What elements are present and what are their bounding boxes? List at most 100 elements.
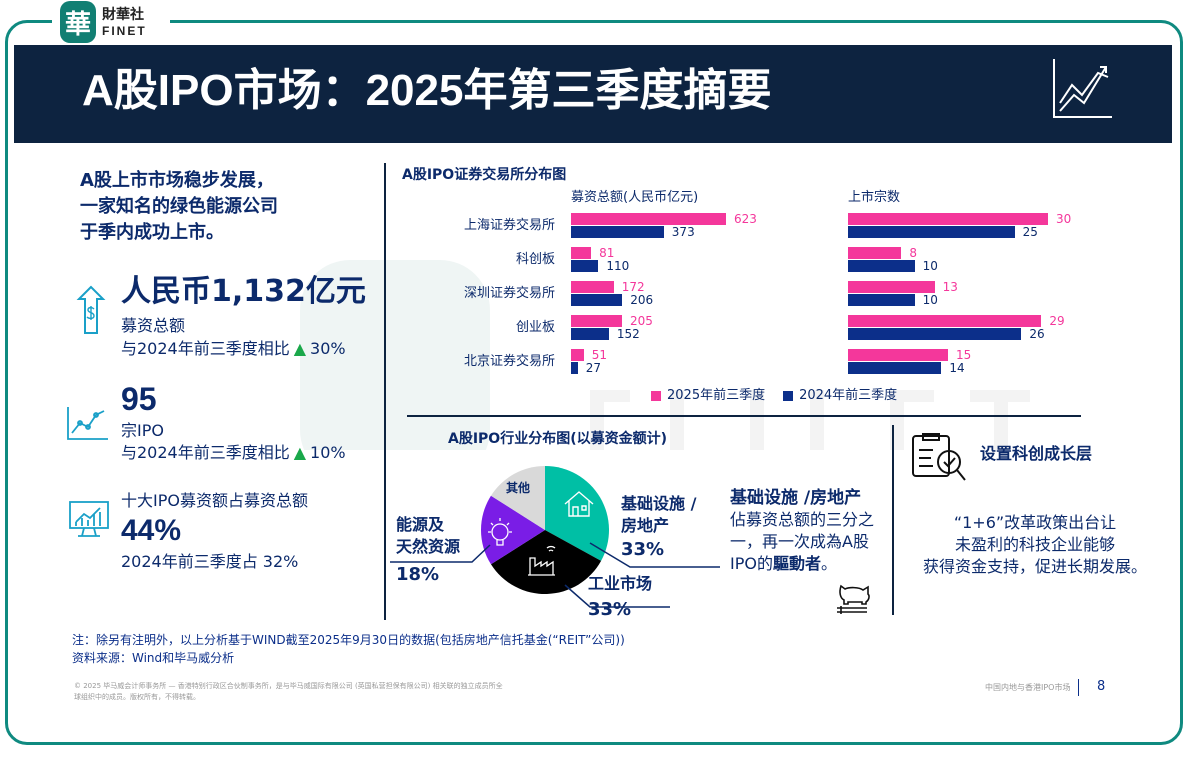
pie-slice [481,495,545,565]
bar-value-label: 172 [621,280,645,294]
logo-name: 財華社 [102,6,144,23]
bar-value-label: 110 [606,259,630,273]
up-triangle-icon: ▲ [293,339,307,358]
page-title: A股IPO市场：2025年第三季度摘要 [82,66,772,115]
label-line: 天然资源 [396,537,461,556]
reform-text: “1+6”改革政策出台让 未盈利的科技企业能够 获得资金支持，促进长期发展。 [905,512,1165,578]
slide-frame [5,20,1183,745]
note-text: IPO的 [730,554,773,573]
page-number: 8 [1097,679,1106,694]
stat-ipo-count: 95 [121,381,157,417]
stat-top10-value: 44% [121,514,182,547]
bar-value-label: 10 [922,293,938,307]
stat-raised-label: 募资总额 [121,316,186,335]
money-up-icon [76,285,106,334]
bar-value-label: 8 [909,246,917,260]
legal-line: © 2025 毕马威会计师事务所 — 香港特别行政区合伙制事务所，是与毕马威国际… [74,682,503,690]
bar [571,294,623,306]
category-label: 深圳证券交易所 [463,286,555,301]
bar [848,315,1042,327]
bar-value-label: 10 [922,259,938,273]
stat-top10-compare: 2024年前三季度占 32% [121,552,299,571]
compare-text: 与2024年前三季度相比 [121,443,290,462]
source: 资料来源：Wind和毕马威分析 [72,651,235,665]
label-line: 房地产 [621,516,670,535]
logo-seal: 華 [60,1,96,43]
bar-chart-title: A股IPO证券交易所分布图 [402,167,567,183]
pie-chart-title: A股IPO行业分布图(以募资金额计) [448,431,668,447]
bar-value-label: 27 [585,361,601,375]
pie-slice [545,466,609,561]
pie-chart [390,466,720,608]
category-label: 上海证券交易所 [463,218,555,233]
section-name: 中国内地与香港IPO市场 [985,683,1071,692]
divider [892,425,894,615]
bar [571,328,609,340]
bar-value-label: 14 [949,361,965,375]
change-value: 30% [310,339,346,358]
panel-subtitle-count: 上市宗数 [848,190,901,205]
bar-value-label: 26 [1029,327,1045,341]
reform-line: “1+6”改革政策出台让 [953,513,1117,532]
reform-title: 设置科创成长层 [980,444,1093,463]
panel-subtitle-amount: 募资总额(人民币亿元) [571,190,699,205]
note-end: 。 [820,554,837,573]
bar [571,226,664,238]
headline-line: 一家知名的绿色能源公司 [80,196,278,217]
bar [848,260,915,272]
stat-raised-value: 人民币1,132亿元 [121,274,366,309]
bar [848,349,948,361]
stat-ipo-label: 宗IPO [121,421,164,440]
bar [571,349,584,361]
bar [571,213,726,225]
note-line: IPO的驅動者。 [730,553,874,575]
bar [571,362,578,374]
legend-swatch-2024 [783,391,794,401]
note-title: 基础设施 /房地产 [730,488,862,508]
lightbulb-icon [488,518,512,546]
bar [848,328,1022,340]
footnote: 注：除另有注明外，以上分析基于WIND截至2025年9月30日的数据(包括房地产… [72,633,625,647]
legend: 2025年前三季度 2024年前三季度 [651,388,897,404]
stat-top10-label: 十大IPO募资额占募资总额 [121,491,308,510]
header-banner: A股IPO市场：2025年第三季度摘要 [14,45,1172,143]
bar-value-label: 81 [599,246,615,260]
reform-line: 获得资金支持，促进长期发展。 [922,557,1147,576]
label-line: 能源及 [396,515,445,534]
divider [407,415,1081,417]
bar [571,247,592,259]
bar [848,362,942,374]
pie-slice [490,466,545,530]
logo-en: FINET [102,23,147,38]
bar-value-label: 51 [591,348,607,362]
monitor-chart-icon [69,501,109,537]
pct: 33% [621,539,665,560]
divider [1078,679,1079,696]
trend-chart-icon [1053,59,1112,118]
pie-label-other: 其他 [506,481,531,495]
watermark [300,260,1030,450]
bar [848,247,902,259]
house-icon [564,491,594,517]
checklist-icon [912,433,966,481]
bar [848,281,935,293]
headline-line: A股上市市场稳步发展， [80,170,274,191]
legend-swatch-2025 [651,391,661,401]
stat-raised-compare: 与2024年前三季度相比 ▲ 30% [121,339,346,359]
bar-value-label: 30 [1056,212,1072,226]
pie-label-industrial: 工业市场 33% [588,573,652,621]
note-bold: 驅動者 [772,554,821,573]
pct: 18% [396,564,440,585]
bar [571,260,599,272]
factory-icon [528,545,556,576]
pie-label-infra: 基础设施 / 房地产 33% [621,493,696,561]
finet-logo: 華 財華社 FINET [52,0,170,44]
line-chart-icon [67,407,108,440]
note-line: 一，再一次成為A股 [730,532,869,551]
bar-value-label: 623 [734,212,757,226]
bar-value-label: 25 [1022,225,1038,239]
legal-text: © 2025 毕马威会计师事务所 — 香港特别行政区合伙制事务所，是与毕马威国际… [74,681,503,703]
note-line: 佔募资总额的三分之 [730,510,875,529]
compare-text: 与2024年前三季度相比 [121,339,290,358]
pie-note: 基础设施 /房地产 佔募资总额的三分之 一，再一次成為A股 IPO的驅動者。 [730,487,874,575]
